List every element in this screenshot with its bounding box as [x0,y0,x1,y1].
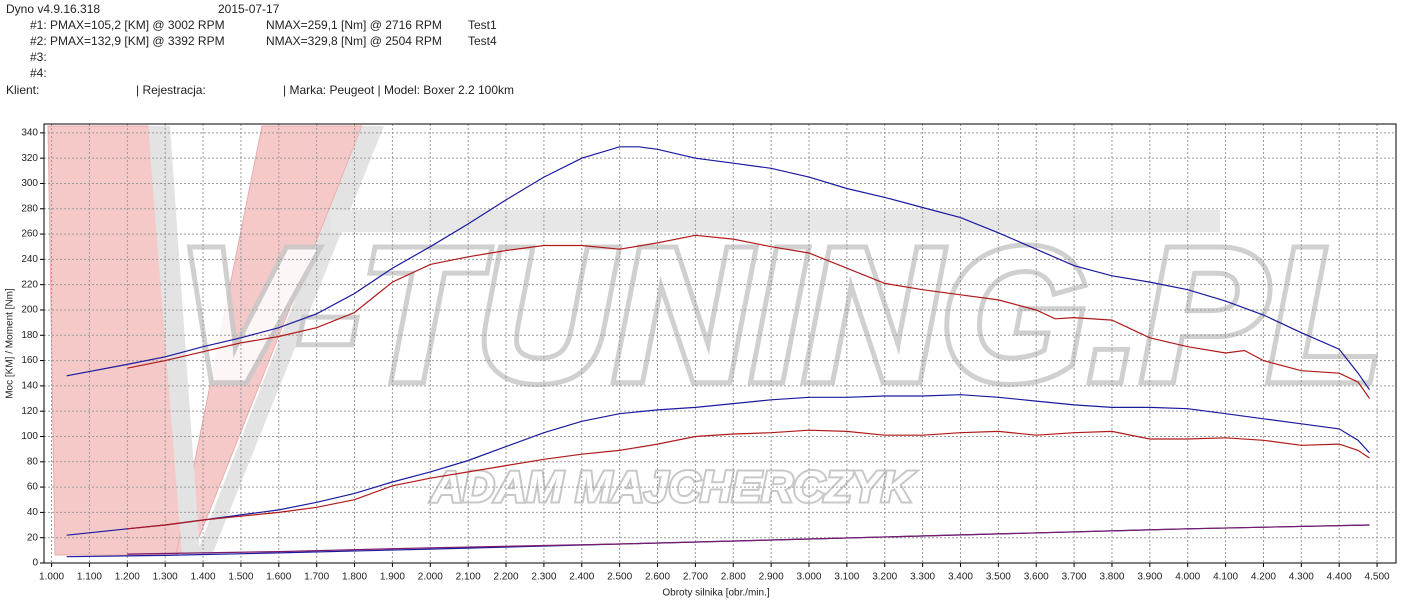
x-tick-label: 4.100 [1213,572,1238,583]
y-tick-label: 160 [21,355,38,366]
x-tick-label: 3.000 [796,572,821,583]
series-line [127,234,1370,399]
y-tick-label: 300 [21,178,38,189]
run-id: #4: [30,66,47,80]
x-tick-label: 1.900 [380,572,405,583]
x-axis-label: Obroty silnika [obr./min.] [662,588,769,599]
run-nmax: NMAX=259,1 [Nm] @ 2716 RPM [266,18,442,32]
x-tick-label: 1.200 [115,572,140,583]
x-tick-label: 3.400 [948,572,973,583]
x-tick-label: 1.700 [304,572,329,583]
x-tick-label: 1.600 [266,572,291,583]
x-tick-label: 1.300 [153,572,178,583]
x-tick-label: 2.700 [683,572,708,583]
y-tick-label: 220 [21,279,38,290]
y-tick-label: 80 [27,456,39,467]
x-tick-label: 2.400 [569,572,594,583]
x-tick-label: 1.100 [77,572,102,583]
y-tick-label: 200 [21,305,38,316]
y-tick-label: 320 [21,153,38,164]
run-pmax: PMAX=132,9 [KM] @ 3392 RPM [50,34,225,48]
version: Dyno v4.9.16.318 [6,2,100,16]
x-tick-label: 4.000 [1175,572,1200,583]
x-tick-label: 2.100 [456,572,481,583]
y-tick-label: 40 [27,507,39,518]
run-pmax: PMAX=105,2 [KM] @ 3002 RPM [50,18,225,32]
registration: | Rejestracja: [136,83,206,97]
y-tick-label: 120 [21,406,38,417]
y-tick-label: 20 [27,532,39,543]
x-tick-label: 3.800 [1099,572,1124,583]
y-tick-label: 180 [21,330,38,341]
series-line [127,429,1370,530]
x-tick-label: 1.800 [342,572,367,583]
date: 2015-07-17 [218,2,280,16]
run-id: #3: [30,50,47,64]
x-tick-label: 3.600 [1024,572,1049,583]
run-id: #1: [30,18,47,32]
watermark: V-TUNING.PL [177,209,1384,421]
x-tick-label: 2.200 [494,572,519,583]
series-line [127,524,1370,555]
x-tick-label: 1.500 [228,572,253,583]
run-name: Test4 [468,34,497,48]
x-tick-label: 1.400 [191,572,216,583]
vehicle: | Marka: Peugeot | Model: Boxer 2.2 100k… [283,83,514,97]
watermark-shapes [47,125,1220,556]
y-tick-label: 60 [27,482,39,493]
x-tick-label: 3.100 [834,572,859,583]
x-tick-label: 2.600 [645,572,670,583]
plot-frame [43,123,1397,564]
run-name: Test1 [468,18,497,32]
y-tick-label: 0 [32,558,38,569]
x-tick-label: 3.200 [872,572,897,583]
y-tick-label: 240 [21,254,38,265]
run-id: #2: [30,34,47,48]
x-tick-label: 4.500 [1365,572,1390,583]
x-tick-label: 2.500 [607,572,632,583]
y-tick-label: 280 [21,203,38,214]
x-tick-label: 4.200 [1251,572,1276,583]
x-tick-label: 2.300 [531,572,556,583]
x-tick-label: 4.300 [1289,572,1314,583]
run-nmax: NMAX=329,8 [Nm] @ 2504 RPM [266,34,442,48]
y-tick-label: 100 [21,431,38,442]
x-tick-label: 3.900 [1137,572,1162,583]
x-tick-label: 2.000 [418,572,443,583]
x-tick-label: 3.300 [910,572,935,583]
x-tick-label: 3.700 [1062,572,1087,583]
x-tick-label: 4.400 [1327,572,1352,583]
client: Klient: [6,83,39,97]
x-tick-label: 2.800 [721,572,746,583]
x-tick-label: 3.500 [986,572,1011,583]
x-tick-label: 1.000 [39,572,64,583]
y-axis-label: Moc [KM] / Moment [Nm] [5,288,16,399]
series-line [66,394,1370,536]
y-tick-label: 140 [21,381,38,392]
y-tick-label: 340 [21,127,38,138]
x-tick-label: 2.900 [759,572,784,583]
y-tick-label: 260 [21,229,38,240]
series-line [66,146,1370,391]
